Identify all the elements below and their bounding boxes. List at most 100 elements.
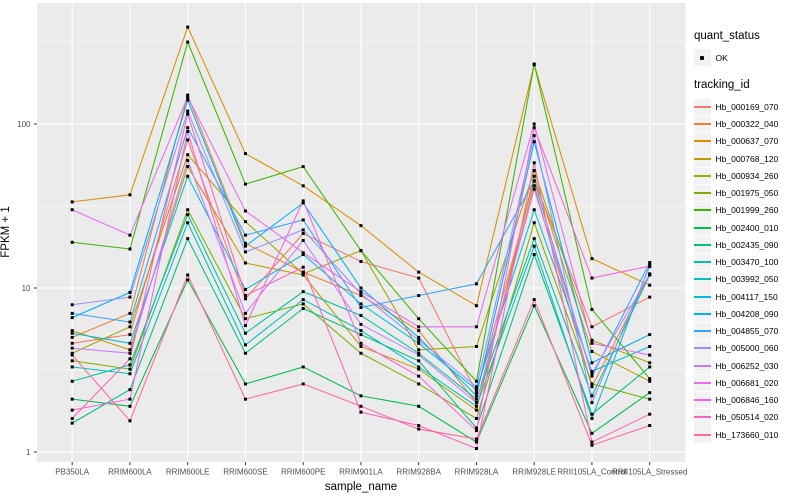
x-tick-label: RRII105LA_Control [557,468,627,477]
data-point [590,276,594,280]
data-point [70,421,74,425]
data-point [474,282,478,286]
legend-item: Hb_004208_090 [694,305,798,323]
data-point [243,351,247,355]
legend: quant_status OK tracking_id Hb_000169_07… [694,30,798,443]
data-point [474,404,478,408]
data-point [648,261,652,265]
data-point [70,240,74,244]
series-color-swatch [694,416,711,419]
data-point [243,209,247,213]
legend-key [694,374,711,392]
data-point [648,283,652,287]
data-point [301,251,305,255]
data-point [128,247,132,251]
legend-key [694,357,711,374]
data-point [70,311,74,315]
x-tick-label: RRII105LA_Stressed [612,468,687,477]
data-point [70,417,74,421]
data-point [648,391,652,395]
data-point [128,341,132,345]
legend-key [694,409,711,426]
data-point [70,303,74,307]
data-point [186,93,190,97]
data-point [648,333,652,337]
data-point [128,363,132,367]
data-point [359,302,363,306]
data-point [417,338,421,342]
series-color-swatch [694,123,711,126]
data-point [590,369,594,373]
data-point [70,208,74,212]
data-point [417,351,421,355]
data-point [301,265,305,269]
data-point [301,290,305,294]
data-point [532,184,536,188]
legend-item: Hb_000934_260 [694,167,798,185]
data-point [301,231,305,235]
legend-title-quant-status: quant_status [694,30,760,42]
data-point [648,263,652,267]
data-point [648,361,652,365]
legend-key [694,49,711,66]
data-point [417,365,421,369]
legend-item-label: Hb_004855_070 [715,326,779,337]
data-point [70,316,74,320]
data-point [590,374,594,378]
legend-item: Hb_050514_020 [694,409,798,426]
legend-key [694,167,711,185]
series-color-swatch [694,140,711,143]
data-point [590,350,594,354]
x-tick-label: RRIM928LE [512,468,556,477]
data-point [359,286,363,290]
legend-item-label: Hb_173660_010 [715,429,779,440]
data-point [243,261,247,265]
data-point [648,344,652,348]
data-point [590,338,594,342]
legend-item-label: Hb_001999_260 [715,205,779,216]
data-point [590,341,594,345]
data-point [417,325,421,329]
legend-item-label: Hb_005000_060 [715,343,779,354]
data-point [474,447,478,451]
data-point [590,417,594,421]
data-point [301,270,305,274]
point-marker-icon [700,55,705,60]
data-point [128,351,132,355]
data-point [590,361,594,365]
legend-item-label: Hb_006681_020 [715,377,779,388]
x-tick-label: RRIM600SE [223,468,267,477]
data-point [532,161,536,165]
data-point [243,382,247,386]
legend-key [694,305,711,323]
series-color-swatch [694,312,711,315]
data-point [417,294,421,298]
x-tick-label: RRIM928LA [455,468,499,477]
data-point [417,404,421,408]
x-tick-label: RRIM600PE [281,468,325,477]
data-point [128,295,132,299]
legend-key [694,426,711,443]
x-axis-title: sample_name [324,481,398,493]
data-point [301,382,305,386]
data-point [590,382,594,386]
y-axis-title: FPKM + 1 [0,206,12,258]
data-point [417,427,421,431]
legend-item-label: Hb_003992_050 [715,274,779,285]
data-point [243,233,247,237]
legend-key [694,133,711,150]
legend-key [694,271,711,288]
data-point [186,138,190,142]
legend-item-label: Hb_050514_020 [715,412,779,423]
legend-item: Hb_002435_090 [694,236,798,254]
data-point [128,233,132,237]
data-point [301,365,305,369]
data-point [417,335,421,339]
legend-item: Hb_000322_040 [694,115,798,133]
legend-item: Hb_006681_020 [694,374,798,392]
x-tick-label: RRIM600LA [108,468,152,477]
data-point [186,153,190,157]
data-point [648,353,652,357]
legend-item: Hb_000169_070 [694,98,798,116]
